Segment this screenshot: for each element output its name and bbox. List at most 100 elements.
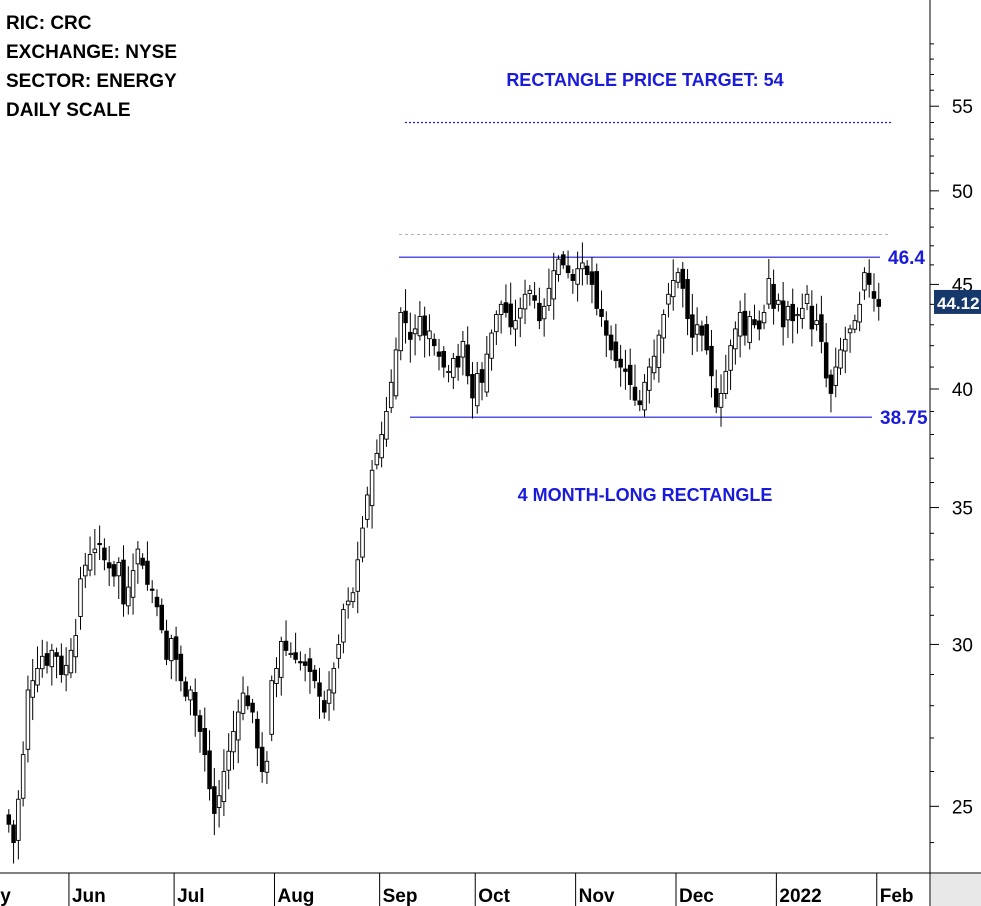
candle <box>752 304 757 329</box>
candle <box>408 312 413 363</box>
candle <box>565 250 571 279</box>
candle <box>427 314 432 357</box>
candle <box>121 545 126 617</box>
candle <box>207 730 212 801</box>
candle <box>647 358 652 404</box>
x-tick-label: Jun <box>72 886 106 906</box>
candle <box>188 685 193 716</box>
candle <box>441 346 447 378</box>
candle <box>618 344 623 387</box>
candle <box>360 515 365 563</box>
candle <box>546 268 552 311</box>
candle <box>126 566 131 615</box>
last-price-badge <box>934 289 981 314</box>
candle <box>197 709 203 753</box>
candle <box>627 348 633 400</box>
candle <box>293 632 298 664</box>
candle <box>341 603 346 654</box>
candle <box>59 643 64 683</box>
x-tick-label: Jul <box>177 886 204 906</box>
candle <box>866 259 872 298</box>
candle <box>250 698 255 724</box>
candle <box>556 255 561 282</box>
candle <box>819 295 824 354</box>
candle <box>231 710 236 770</box>
candle <box>670 259 676 311</box>
candle <box>116 557 121 599</box>
candle <box>814 303 819 331</box>
candle <box>522 279 528 325</box>
candle <box>733 321 738 365</box>
resistance-label: 46.4 <box>888 248 925 269</box>
candle <box>283 620 289 656</box>
candle <box>259 732 265 783</box>
candle <box>183 676 188 702</box>
candle <box>451 352 456 390</box>
candle <box>718 374 724 427</box>
candle <box>135 541 141 584</box>
candle <box>690 293 695 356</box>
candle <box>561 250 566 269</box>
candle <box>149 580 155 604</box>
candle <box>403 289 408 344</box>
candle <box>63 647 69 692</box>
ric-label: RIC: CRC <box>6 13 92 34</box>
candle <box>97 525 102 561</box>
candle <box>761 304 767 330</box>
candle <box>494 310 499 346</box>
candle <box>518 297 523 338</box>
candle <box>599 290 604 327</box>
x-tick-label: Feb <box>880 886 914 906</box>
candle <box>393 337 399 400</box>
candle <box>498 300 504 334</box>
annotations: RECTANGLE PRICE TARGET: 54 4 MONTH-LONG R… <box>506 70 783 505</box>
candle <box>298 651 303 671</box>
candle <box>713 369 719 414</box>
exchange-label: EXCHANGE: NYSE <box>6 42 178 63</box>
candle <box>871 273 877 312</box>
candle <box>111 560 117 587</box>
axis-corner <box>931 874 981 906</box>
candle <box>503 284 509 318</box>
x-tick-label: y <box>0 886 11 906</box>
candle <box>83 552 88 589</box>
candle <box>279 636 284 696</box>
candle <box>623 349 628 390</box>
x-tick-label: Sep <box>383 886 418 906</box>
candle <box>169 634 174 680</box>
candle <box>537 287 542 330</box>
candle <box>828 369 834 413</box>
candle <box>479 362 485 401</box>
candle <box>302 653 308 682</box>
candle <box>264 751 270 785</box>
candles <box>6 242 882 864</box>
candle <box>345 587 351 619</box>
candle <box>847 324 853 353</box>
candle <box>336 634 341 669</box>
candle <box>106 545 112 587</box>
x-tick-label: 2022 <box>779 886 821 906</box>
candle <box>322 690 327 719</box>
x-tick-label: Oct <box>478 886 510 906</box>
candle <box>809 290 815 347</box>
candle <box>164 619 169 666</box>
candle <box>331 662 337 711</box>
candle <box>637 390 643 412</box>
candle <box>11 819 16 864</box>
candle <box>159 598 165 634</box>
candle <box>68 638 74 679</box>
candle <box>436 338 442 371</box>
candle <box>446 364 451 383</box>
candle <box>87 536 93 577</box>
candle <box>532 282 537 309</box>
last-price-label: 44.12 <box>937 294 980 313</box>
candle <box>474 361 480 414</box>
candle <box>35 646 40 693</box>
candle <box>221 749 227 817</box>
y-tick-label: 25 <box>952 797 973 818</box>
candle <box>202 707 208 772</box>
candle <box>235 699 241 764</box>
candle <box>145 541 150 591</box>
candle <box>269 675 274 742</box>
candle <box>699 320 705 352</box>
